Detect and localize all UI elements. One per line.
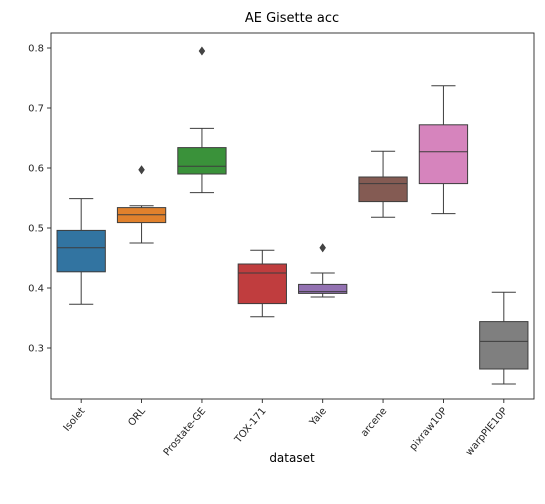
box-arcene: [358, 150, 408, 218]
box-isolet: [56, 198, 106, 305]
y-tick-label: 0.6: [28, 164, 44, 175]
box-body: [177, 147, 227, 175]
x-tick-label: Prostate-GE: [162, 406, 209, 458]
box-body: [418, 124, 469, 185]
x-tick-label: arcene: [359, 406, 389, 439]
y-axis: 0.3 0.4 0.5 0.6 0.7 0.8: [28, 44, 51, 355]
box-yale: [298, 243, 348, 298]
x-tick-label: ORL: [126, 406, 148, 429]
box-orl: [116, 165, 167, 244]
box-warppie10p: [479, 291, 529, 385]
box-body: [479, 321, 529, 370]
y-tick-label: 0.5: [28, 224, 44, 235]
chart-title: AE Gisette acc: [245, 11, 339, 26]
box-series: [56, 46, 529, 385]
box-tox-171: [237, 249, 287, 318]
x-tick-label: Isolet: [62, 406, 88, 434]
y-tick-label: 0.8: [28, 44, 44, 55]
outlier-point: [138, 165, 145, 175]
x-axis: Isolet ORL Prostate-GE TOX-171 Yale arcene pix…: [62, 399, 510, 458]
box-body: [237, 263, 287, 305]
outlier-point: [319, 243, 326, 253]
x-tick-label: pixraw10P: [408, 406, 450, 453]
y-tick-label: 0.4: [28, 284, 44, 295]
box-body: [56, 229, 106, 273]
box-prostate-ge: [177, 46, 227, 194]
x-tick-label: Yale: [307, 406, 329, 429]
y-tick-label: 0.3: [28, 344, 44, 355]
outlier-point: [198, 46, 206, 56]
y-tick-label: 0.7: [28, 104, 44, 115]
x-tick-label: TOX-171: [232, 406, 268, 446]
plot-frame: [50, 32, 535, 400]
x-tick-label: warpPIE10P: [464, 406, 510, 458]
box-body: [358, 176, 408, 203]
box-pixraw10p: [418, 85, 469, 215]
box-body: [298, 283, 348, 294]
x-axis-label: dataset: [269, 451, 315, 465]
